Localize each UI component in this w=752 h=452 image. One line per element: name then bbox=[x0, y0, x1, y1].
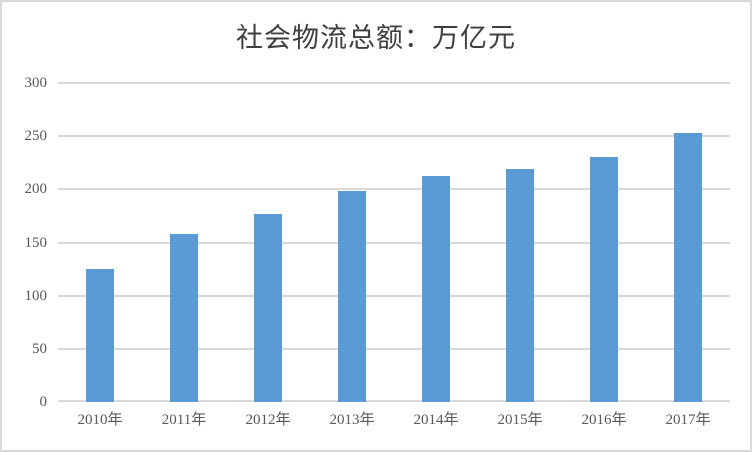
y-tick-label: 250 bbox=[24, 128, 48, 145]
y-tick-label: 50 bbox=[32, 340, 47, 357]
y-axis-labels: 0 50 100 150 200 250 300 bbox=[2, 2, 48, 450]
bar-slot bbox=[394, 83, 478, 402]
bar-2016年 bbox=[590, 157, 618, 402]
gridline-150 bbox=[58, 241, 730, 244]
bar-2012年 bbox=[254, 213, 282, 402]
x-tick-label: 2016年 bbox=[581, 412, 627, 428]
bar-slot bbox=[562, 83, 646, 402]
bar-slot bbox=[310, 83, 394, 402]
bar-slot bbox=[142, 83, 226, 402]
y-tick-label: 0 bbox=[39, 394, 48, 410]
bar-2010年 bbox=[86, 269, 114, 402]
gridline-100 bbox=[58, 294, 730, 297]
x-tick-label: 2014年 bbox=[413, 412, 459, 428]
plot-area bbox=[58, 82, 730, 402]
gridline-250 bbox=[58, 135, 730, 138]
y-tick-label: 300 bbox=[24, 75, 48, 91]
gridline-0 bbox=[58, 400, 730, 402]
bar-2015年 bbox=[506, 169, 534, 402]
x-tick-label: 2010年 bbox=[77, 412, 123, 428]
y-tick-label: 100 bbox=[24, 287, 48, 304]
bar-slot bbox=[646, 83, 730, 402]
y-tick-label: 150 bbox=[24, 234, 48, 251]
bar-slot bbox=[58, 83, 142, 402]
y-tick-label: 200 bbox=[24, 181, 48, 198]
bar-2014年 bbox=[422, 175, 450, 402]
x-tick-label: 2013年 bbox=[329, 412, 375, 428]
bar-2011年 bbox=[170, 234, 198, 402]
bar-slot bbox=[226, 83, 310, 402]
bar-slot bbox=[478, 83, 562, 402]
bar-2017年 bbox=[674, 132, 702, 402]
x-tick-label: 2017年 bbox=[665, 412, 711, 428]
gridline-200 bbox=[58, 188, 730, 191]
x-axis-labels: 2010年 2011年 2012年 2013年 2014年 2015年 2016年 2017年 bbox=[58, 408, 730, 429]
bar-series bbox=[58, 83, 730, 402]
chart-title: 社会物流总额：万亿元 bbox=[236, 23, 516, 53]
gridline-300 bbox=[58, 82, 730, 84]
x-tick-label: 2012年 bbox=[245, 412, 291, 428]
x-tick-label: 2011年 bbox=[161, 412, 207, 428]
gridline-50 bbox=[58, 347, 730, 350]
x-tick-label: 2015年 bbox=[497, 412, 543, 428]
bar-2013年 bbox=[338, 191, 366, 402]
